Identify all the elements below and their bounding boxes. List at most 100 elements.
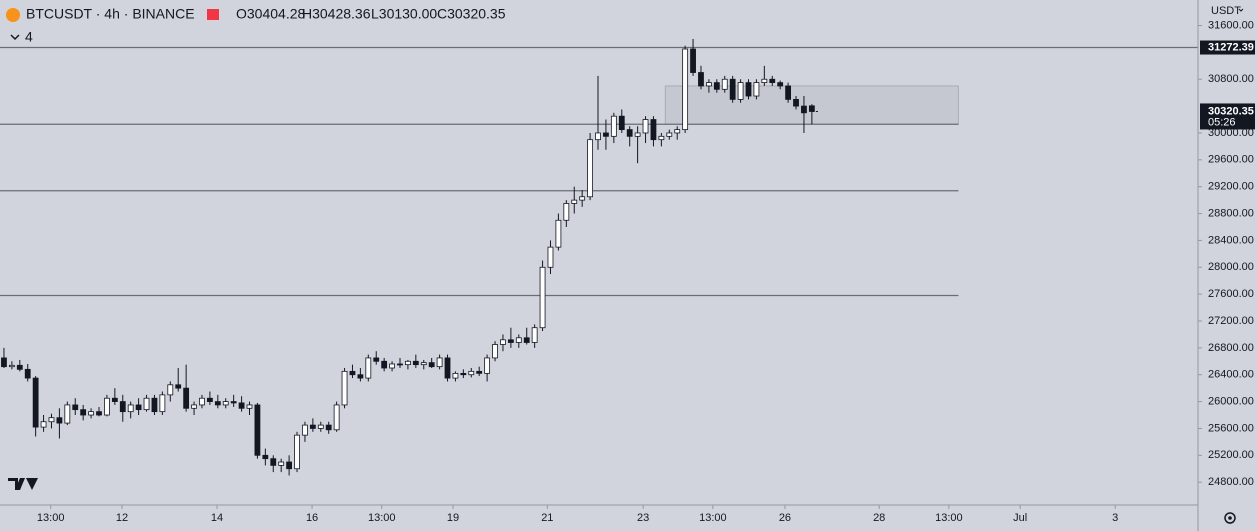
candle-body (769, 78, 776, 83)
candle-body (16, 364, 23, 370)
candle-body (436, 357, 443, 368)
candle-body (452, 372, 459, 379)
candle-body (24, 368, 31, 379)
plot-area (0, 38, 1198, 476)
candle-body (523, 337, 530, 343)
candle-body (460, 372, 467, 376)
ohlc-close: C30320.35 (437, 6, 506, 22)
candle-body (222, 401, 229, 406)
candle-body (317, 424, 324, 429)
candle-body (1, 357, 7, 368)
candle-body (618, 115, 625, 131)
y-tick-label: 24800.00 (1208, 476, 1254, 488)
y-tick-label: 28400.00 (1208, 234, 1254, 246)
candle-body (397, 363, 403, 366)
candle-body (365, 357, 372, 379)
x-tick-label: 19 (447, 512, 459, 524)
candle-body (610, 115, 617, 137)
price-label-bg (1200, 103, 1255, 130)
candle-body (64, 404, 71, 424)
candle-body (515, 337, 522, 343)
candle-body (381, 360, 388, 369)
x-tick-label: 21 (541, 512, 553, 524)
x-tick-label: 23 (637, 512, 649, 524)
candle-body (777, 82, 784, 87)
candle-body (698, 72, 704, 87)
candle-body (428, 362, 435, 368)
candle-body (420, 362, 427, 366)
candle-body (246, 404, 253, 409)
logo (8, 478, 38, 490)
candle-body (801, 105, 807, 114)
candle-body (175, 384, 182, 389)
candle-body (785, 85, 792, 100)
candle-body (737, 82, 744, 100)
candle-body (135, 404, 142, 411)
candle-body (579, 196, 586, 201)
candle-body (111, 397, 118, 402)
candle-body (48, 417, 55, 423)
candle-body (325, 424, 332, 431)
candle-body (32, 377, 39, 428)
candle-body (230, 401, 237, 404)
currency[interactable]: USDT (1211, 5, 1241, 17)
y-tick-label: 31600.00 (1208, 19, 1254, 31)
candle-body (40, 421, 47, 428)
collapse-icon[interactable] (10, 34, 20, 41)
candle-body (492, 344, 498, 359)
ohlc-low: L30130.00 (371, 6, 437, 22)
candle-body (309, 424, 316, 429)
flag-icon[interactable] (207, 9, 219, 20)
candle-body (278, 461, 285, 466)
candle-body (658, 135, 665, 141)
settings-icon[interactable] (1224, 512, 1236, 524)
ohlc-open: O30404.28 (236, 6, 305, 22)
candle-body (333, 404, 340, 431)
coin-icon (6, 8, 20, 22)
symbol: BTCUSDT · 4h · BINANCE (26, 6, 195, 22)
y-tick-label: 28000.00 (1208, 261, 1254, 273)
candle-body (88, 411, 94, 416)
y-tick-label: 29200.00 (1208, 181, 1254, 193)
candle-body (151, 397, 158, 413)
candle-body (634, 132, 641, 137)
y-tick-label: 30800.00 (1208, 73, 1254, 85)
candle-body (96, 411, 102, 416)
candle-body (127, 404, 134, 413)
candle-body (705, 82, 712, 87)
candle-body (555, 219, 562, 248)
candle-body (682, 48, 689, 131)
indicator-count: 4 (25, 29, 33, 45)
y-tick-label: 28800.00 (1208, 207, 1254, 219)
currency-caret (1238, 8, 1244, 12)
candle-body (650, 119, 657, 141)
candle-body (104, 397, 110, 416)
candle-body (357, 374, 364, 379)
candle-body (167, 384, 174, 396)
y-tick-label: 30000.00 (1208, 127, 1254, 139)
y-tick-label: 25600.00 (1208, 422, 1254, 434)
x-tick-label: 16 (306, 512, 318, 524)
candle-body (531, 327, 538, 343)
candle-body (191, 404, 197, 409)
candle-body (547, 246, 554, 268)
candle-body (349, 370, 356, 376)
y-tick-label: 26000.00 (1208, 395, 1254, 407)
candle-body (721, 78, 728, 90)
candle-body (444, 357, 451, 379)
candle-body (302, 424, 308, 436)
candle-body (793, 98, 799, 107)
countdown: 05:26 (1208, 116, 1236, 128)
candle-body (412, 360, 419, 366)
candle-body (642, 119, 649, 134)
candle-body (753, 82, 760, 97)
candle-body (389, 363, 395, 369)
y-tick-label: 26800.00 (1208, 342, 1254, 354)
x-tick-label: 12 (116, 512, 128, 524)
candle-body (484, 357, 491, 374)
candle-body (341, 370, 348, 406)
x-tick-label: 13:00 (935, 512, 963, 524)
candle-body (674, 129, 681, 134)
